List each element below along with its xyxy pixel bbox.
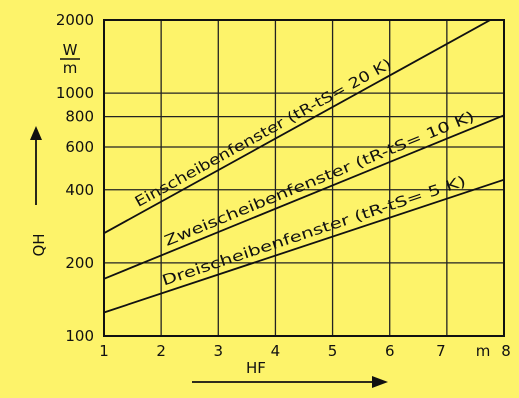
x-tick-label: 6 — [385, 342, 395, 360]
x-tick-labels: 1 2 3 4 5 6 7 8 — [99, 342, 511, 360]
x-tick-label: 1 — [99, 342, 109, 360]
x-axis-label: HF — [246, 359, 266, 377]
x-unit-label: m — [476, 342, 491, 360]
series-line-3 — [104, 178, 504, 314]
y-tick-label: 200 — [65, 254, 94, 272]
x-tick-label: 8 — [501, 342, 511, 360]
y-tick-labels: 100 200 400 600 800 1000 2000 — [56, 11, 94, 345]
series-label-einscheiben: Einscheibenfenster (tR-tS= 20 K) — [133, 56, 395, 210]
y-axis-arrow-head — [30, 126, 42, 140]
grid — [104, 20, 504, 336]
series-line-1 — [104, 20, 493, 234]
y-tick-label: 800 — [65, 108, 94, 126]
y-tick-label: 400 — [65, 181, 94, 199]
y-axis-label: QH — [30, 233, 48, 256]
plot-frame — [103, 19, 505, 337]
x-tick-label: 5 — [328, 342, 338, 360]
series-line-2 — [104, 114, 504, 280]
series-lines — [104, 20, 504, 314]
x-tick-label: 3 — [214, 342, 224, 360]
x-tick-label: 4 — [271, 342, 281, 360]
x-tick-label: 7 — [436, 342, 446, 360]
x-axis-arrow-head — [372, 376, 388, 388]
y-unit-top: W — [63, 41, 78, 59]
y-tick-label: 2000 — [56, 11, 94, 29]
y-tick-label: 600 — [65, 138, 94, 156]
y-tick-label: 100 — [65, 327, 94, 345]
x-tick-label: 2 — [156, 342, 166, 360]
y-tick-label: 1000 — [56, 84, 94, 102]
y-unit-bottom: m — [63, 59, 78, 77]
